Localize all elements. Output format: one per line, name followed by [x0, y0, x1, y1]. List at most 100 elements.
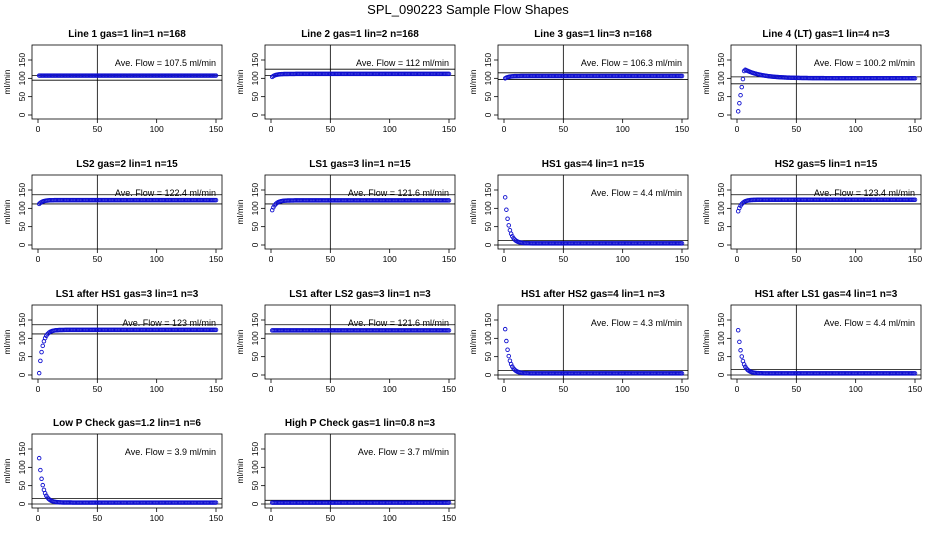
- y-tick-label: 100: [17, 331, 27, 345]
- data-points: [36, 455, 219, 505]
- y-tick-label: 150: [483, 313, 493, 327]
- y-tick-label: 100: [716, 331, 726, 345]
- x-tick-label: 150: [442, 513, 456, 523]
- x-tick-label: 50: [93, 384, 103, 394]
- y-tick-label: 0: [716, 112, 726, 117]
- x-tick-label: 100: [849, 254, 863, 264]
- data-point: [506, 353, 511, 359]
- x-tick-label: 50: [559, 124, 569, 134]
- data-points: [269, 71, 452, 80]
- y-tick-label: 150: [17, 313, 27, 327]
- panel-title: HS1 after LS1 gas=4 lin=1 n=3: [755, 289, 898, 300]
- panel-title: HS2 gas=5 lin=1 n=15: [775, 159, 878, 170]
- data-point: [505, 347, 510, 352]
- y-axis-label: ml/min: [2, 199, 12, 224]
- data-point: [912, 76, 918, 81]
- data-point: [213, 73, 219, 78]
- figure-title: SPL_090223 Sample Flow Shapes: [367, 2, 569, 17]
- data-point: [505, 216, 510, 221]
- y-tick-label: 0: [17, 112, 27, 117]
- y-tick-label: 50: [17, 352, 27, 362]
- x-tick-label: 150: [209, 124, 223, 134]
- panel-title: Line 2 gas=1 lin=2 n=168: [301, 29, 419, 40]
- data-point: [213, 500, 219, 505]
- data-point: [737, 205, 742, 211]
- x-tick-label: 150: [442, 384, 456, 394]
- plot-frame: [31, 433, 223, 509]
- average-flow-annotation: Ave. Flow = 122.4 ml/min: [115, 188, 216, 198]
- panel-1: Line 1 gas=1 lin=1 n=168 0 50 100 150 0 50 100 1…: [2, 29, 223, 134]
- data-point: [507, 227, 513, 233]
- x-tick-label: 150: [908, 384, 922, 394]
- panel-title: LS1 after HS1 gas=3 lin=1 n=3: [56, 289, 199, 300]
- x-tick-label: 100: [150, 254, 164, 264]
- average-flow-annotation: Ave. Flow = 4.4 ml/min: [824, 318, 915, 328]
- y-tick-label: 0: [716, 242, 726, 247]
- y-tick-label: 150: [483, 183, 493, 197]
- plot-frame: [730, 304, 922, 380]
- y-axis-label: ml/min: [235, 329, 245, 354]
- average-flow-annotation: Ave. Flow = 4.3 ml/min: [591, 318, 682, 328]
- average-flow-annotation: Ave. Flow = 107.5 ml/min: [115, 58, 216, 68]
- x-tick-label: 100: [616, 254, 630, 264]
- data-point: [738, 348, 743, 353]
- data-points: [502, 326, 685, 376]
- y-tick-label: 50: [17, 92, 27, 102]
- x-tick-label: 0: [502, 384, 507, 394]
- plot-frame: [264, 433, 456, 509]
- data-point: [38, 358, 43, 364]
- y-tick-label: 50: [483, 222, 493, 232]
- x-tick-label: 50: [792, 254, 802, 264]
- y-axis-label: ml/min: [235, 69, 245, 94]
- data-point: [446, 198, 452, 203]
- y-tick-label: 150: [483, 53, 493, 67]
- y-tick-label: 0: [250, 372, 260, 377]
- data-point: [38, 467, 43, 473]
- data-points: [36, 197, 219, 207]
- data-point: [740, 76, 746, 82]
- data-point: [446, 71, 452, 77]
- average-flow-annotation: Ave. Flow = 123.4 ml/min: [814, 188, 915, 198]
- panel-title: LS1 gas=3 lin=1 n=15: [309, 159, 411, 170]
- x-tick-label: 100: [150, 384, 164, 394]
- panel-6: LS1 gas=3 lin=1 n=15 0 50 100 150 0 50 100 150 ml…: [235, 159, 456, 264]
- x-tick-label: 150: [209, 254, 223, 264]
- x-tick-label: 50: [93, 254, 103, 264]
- x-tick-label: 150: [675, 124, 689, 134]
- plot-frame: [497, 174, 689, 250]
- y-tick-label: 100: [17, 201, 27, 215]
- y-axis-label: ml/min: [235, 458, 245, 483]
- panel-8: HS2 gas=5 lin=1 n=15 0 50 100 150 0 50 100 150 ml…: [701, 159, 922, 264]
- average-flow-annotation: Ave. Flow = 123 ml/min: [122, 318, 216, 328]
- data-point: [39, 476, 44, 482]
- y-axis-label: ml/min: [468, 199, 478, 224]
- data-point: [213, 197, 219, 203]
- data-points: [36, 73, 219, 78]
- data-point: [679, 241, 685, 246]
- plot-frame: [264, 304, 456, 380]
- x-tick-label: 0: [36, 124, 41, 134]
- panel-9: LS1 after HS1 gas=3 lin=1 n=3 0 50 100 150 0 5…: [2, 289, 223, 394]
- panel-title: LS1 after LS2 gas=3 lin=1 n=3: [289, 289, 431, 300]
- x-tick-label: 0: [269, 124, 274, 134]
- plot-frame: [264, 174, 456, 250]
- x-tick-label: 100: [150, 513, 164, 523]
- y-tick-label: 100: [250, 71, 260, 85]
- data-point: [739, 84, 744, 90]
- y-tick-label: 50: [716, 222, 726, 232]
- data-point: [737, 101, 742, 106]
- x-tick-label: 100: [150, 124, 164, 134]
- data-point: [735, 328, 741, 333]
- y-tick-label: 100: [483, 201, 493, 215]
- data-points: [502, 195, 685, 246]
- average-flow-annotation: Ave. Flow = 121.6 ml/min: [348, 188, 449, 198]
- x-tick-label: 100: [849, 124, 863, 134]
- x-tick-label: 0: [269, 513, 274, 523]
- y-axis-label: ml/min: [701, 69, 711, 94]
- panels: Line 1 gas=1 lin=1 n=168 0 50 100 150 0 50 100 1…: [2, 29, 922, 523]
- y-tick-label: 0: [250, 112, 260, 117]
- y-tick-label: 150: [250, 183, 260, 197]
- x-tick-label: 0: [269, 254, 274, 264]
- x-tick-label: 0: [36, 384, 41, 394]
- y-tick-label: 150: [716, 183, 726, 197]
